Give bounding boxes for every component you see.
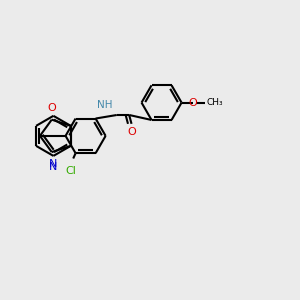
Text: CH₃: CH₃ [207,98,223,107]
Text: N: N [49,162,58,172]
Text: NH: NH [97,100,112,110]
Text: N: N [49,158,57,169]
Text: O: O [127,128,136,137]
Text: O: O [188,98,197,108]
Text: Cl: Cl [66,166,76,176]
Text: O: O [47,103,56,113]
